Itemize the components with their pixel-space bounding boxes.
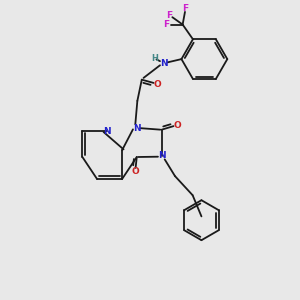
Text: N: N <box>158 151 166 160</box>
Text: H: H <box>151 54 158 63</box>
Text: O: O <box>153 80 161 88</box>
Text: F: F <box>166 11 172 20</box>
Text: O: O <box>173 121 181 130</box>
Text: N: N <box>133 124 141 133</box>
Text: N: N <box>160 59 168 68</box>
Text: F: F <box>164 20 169 29</box>
Text: N: N <box>103 127 111 136</box>
Text: F: F <box>182 4 189 13</box>
Text: O: O <box>131 167 139 176</box>
